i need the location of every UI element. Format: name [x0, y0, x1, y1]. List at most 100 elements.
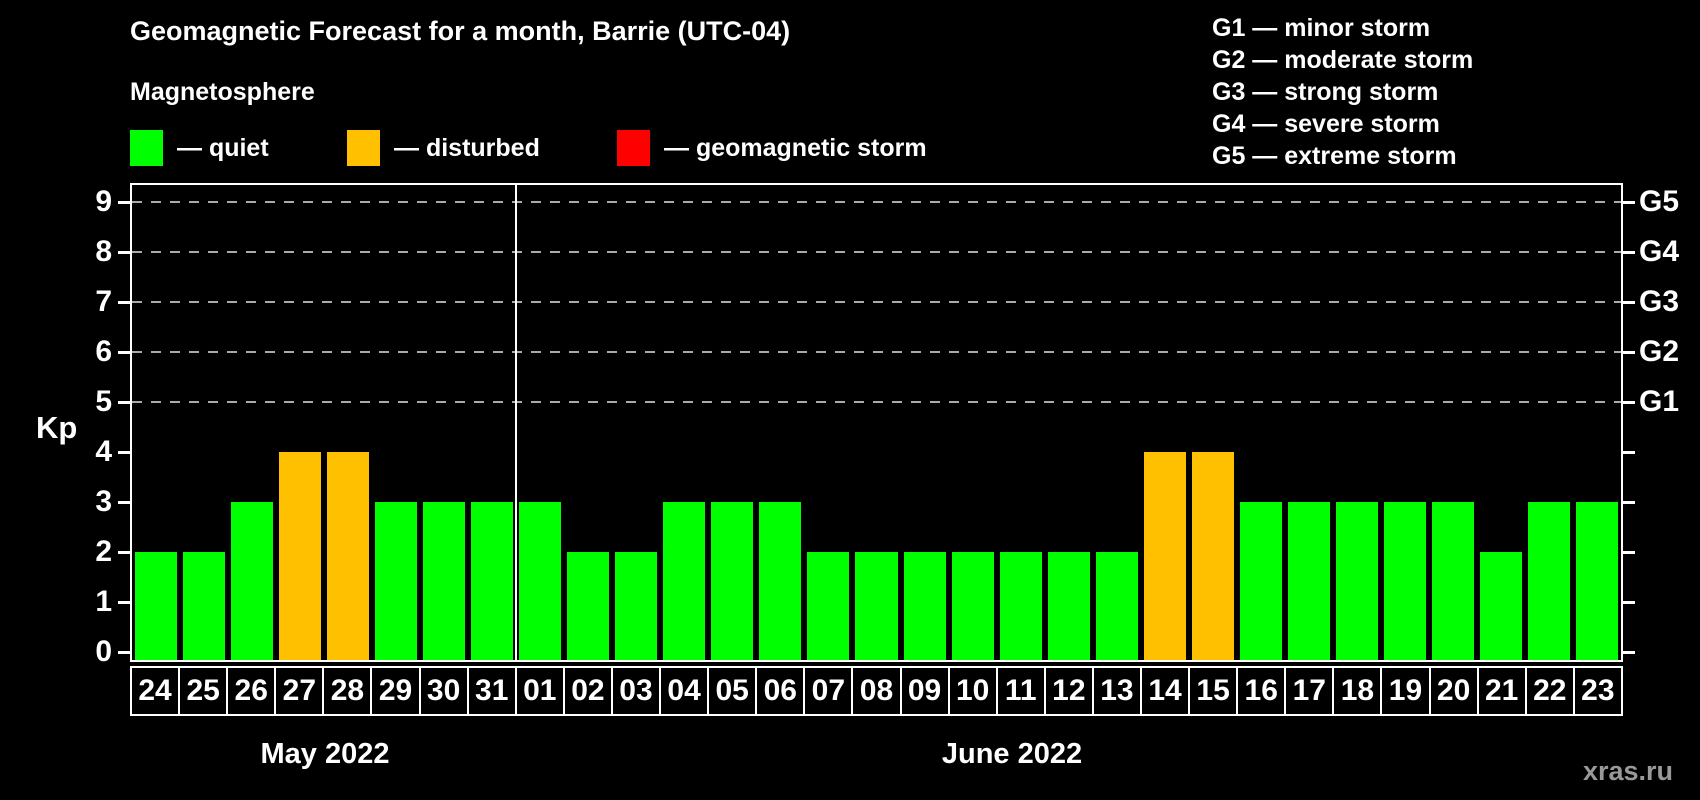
date-cell-04: 04: [659, 666, 710, 716]
y-tick-label-7: 7: [95, 285, 112, 318]
kp-bar-30: [423, 502, 466, 660]
date-cell-12: 12: [1043, 666, 1094, 716]
kp-bar-16: [1239, 502, 1282, 660]
gridline-kp5: [132, 401, 1621, 403]
g-scale-legend: G1 — minor storm G2 — moderate storm G3 — …: [1212, 12, 1473, 172]
date-cell-20: 20: [1428, 666, 1479, 716]
date-cell-14: 14: [1139, 666, 1191, 716]
right-axis-label-G5: G5: [1639, 185, 1680, 218]
date-cell-30: 30: [418, 666, 469, 716]
right-axis-label-G1: G1: [1639, 385, 1680, 418]
kp-bar-26: [231, 502, 274, 660]
kp-bar-17: [1287, 502, 1330, 660]
kp-bar-10: [951, 552, 994, 660]
g-legend-line-1: G1 — minor storm: [1212, 14, 1431, 42]
y-tick-right-1: [1623, 601, 1635, 604]
kp-bar-11: [999, 552, 1042, 660]
y-tick-left-1: [118, 601, 130, 604]
y-tick-label-6: 6: [95, 335, 112, 368]
page-title: Geomagnetic Forecast for a month, Barrie…: [130, 16, 791, 46]
date-cell-11: 11: [995, 666, 1046, 716]
g-legend-line-2: G2 — moderate storm: [1212, 46, 1474, 74]
right-axis-label-G3: G3: [1639, 285, 1680, 318]
date-cell-28: 28: [322, 666, 373, 716]
y-tick-right-9: [1623, 201, 1635, 204]
y-tick-right-5: [1623, 401, 1635, 404]
y-tick-left-2: [118, 551, 130, 554]
y-tick-left-3: [118, 501, 130, 504]
date-cell-07: 07: [803, 666, 854, 716]
date-cell-24: 24: [130, 666, 181, 716]
kp-bar-27: [279, 452, 322, 660]
date-cell-17: 17: [1284, 666, 1335, 716]
watermark: xras.ru: [1582, 756, 1673, 786]
kp-bar-20: [1431, 502, 1474, 660]
y-tick-left-9: [118, 201, 130, 204]
date-cell-18: 18: [1332, 666, 1383, 716]
date-cell-26: 26: [226, 666, 277, 716]
date-cell-09: 09: [899, 666, 950, 716]
month-label-2: June 2022: [941, 738, 1083, 770]
date-cell-08: 08: [851, 666, 902, 716]
y-tick-label-9: 9: [95, 185, 112, 218]
kp-bar-07: [807, 552, 850, 660]
y-tick-right-8: [1623, 251, 1635, 254]
date-cell-02: 02: [562, 666, 613, 716]
date-cell-13: 13: [1091, 666, 1142, 716]
legend-label: — quiet: [177, 133, 269, 162]
kp-bar-19: [1383, 502, 1426, 660]
kp-bar-05: [711, 502, 754, 660]
kp-bar-08: [855, 552, 898, 660]
kp-bar-06: [759, 502, 802, 660]
kp-bar-28: [327, 452, 370, 660]
y-tick-label-3: 3: [95, 485, 112, 518]
y-tick-right-3: [1623, 501, 1635, 504]
kp-bar-15: [1191, 452, 1234, 660]
date-cell-15: 15: [1188, 666, 1239, 716]
legend-label: — disturbed: [394, 133, 540, 162]
right-axis-label-G2: G2: [1639, 335, 1680, 368]
kp-bar-18: [1335, 502, 1378, 660]
date-cell-16: 16: [1236, 666, 1287, 716]
legend-label: — geomagnetic storm: [664, 133, 927, 162]
kp-bar-13: [1095, 552, 1138, 660]
kp-bar-02: [567, 552, 610, 660]
date-cell-27: 27: [274, 666, 325, 716]
date-cell-31: 31: [466, 666, 517, 716]
y-tick-right-7: [1623, 301, 1635, 304]
month-label-1: May 2022: [260, 738, 390, 770]
date-cell-21: 21: [1476, 666, 1527, 716]
kp-bar-29: [375, 502, 418, 660]
y-tick-label-0: 0: [95, 635, 112, 668]
gridline-kp8: [132, 251, 1621, 253]
storm-swatch-icon: [617, 130, 650, 166]
date-cell-03: 03: [610, 666, 662, 716]
date-cell-05: 05: [707, 666, 758, 716]
y-tick-left-4: [118, 451, 130, 454]
kp-bar-03: [615, 552, 658, 660]
y-tick-right-2: [1623, 551, 1635, 554]
date-cell-06: 06: [755, 666, 806, 716]
date-cell-25: 25: [178, 666, 229, 716]
y-tick-label-5: 5: [95, 385, 112, 418]
date-cell-19: 19: [1380, 666, 1431, 716]
kp-bar-21: [1479, 552, 1522, 660]
g-legend-line-5: G5 — extreme storm: [1212, 142, 1457, 170]
right-axis-label-G4: G4: [1639, 235, 1680, 268]
kp-bar-04: [663, 502, 706, 660]
date-cell-23: 23: [1572, 666, 1623, 716]
y-tick-right-0: [1623, 651, 1635, 654]
gridline-kp9: [132, 201, 1621, 203]
kp-bar-25: [183, 552, 226, 660]
y-tick-label-8: 8: [95, 235, 112, 268]
date-cell-29: 29: [370, 666, 421, 716]
legend-item-storm: — geomagnetic storm: [617, 130, 927, 166]
y-tick-left-6: [118, 351, 130, 354]
legend-item-quiet: — quiet: [130, 130, 269, 166]
kp-bar-22: [1527, 502, 1570, 660]
y-tick-left-5: [118, 401, 130, 404]
kp-bar-09: [903, 552, 946, 660]
g-legend-line-3: G3 — strong storm: [1212, 78, 1439, 106]
y-tick-label-4: 4: [95, 435, 112, 468]
